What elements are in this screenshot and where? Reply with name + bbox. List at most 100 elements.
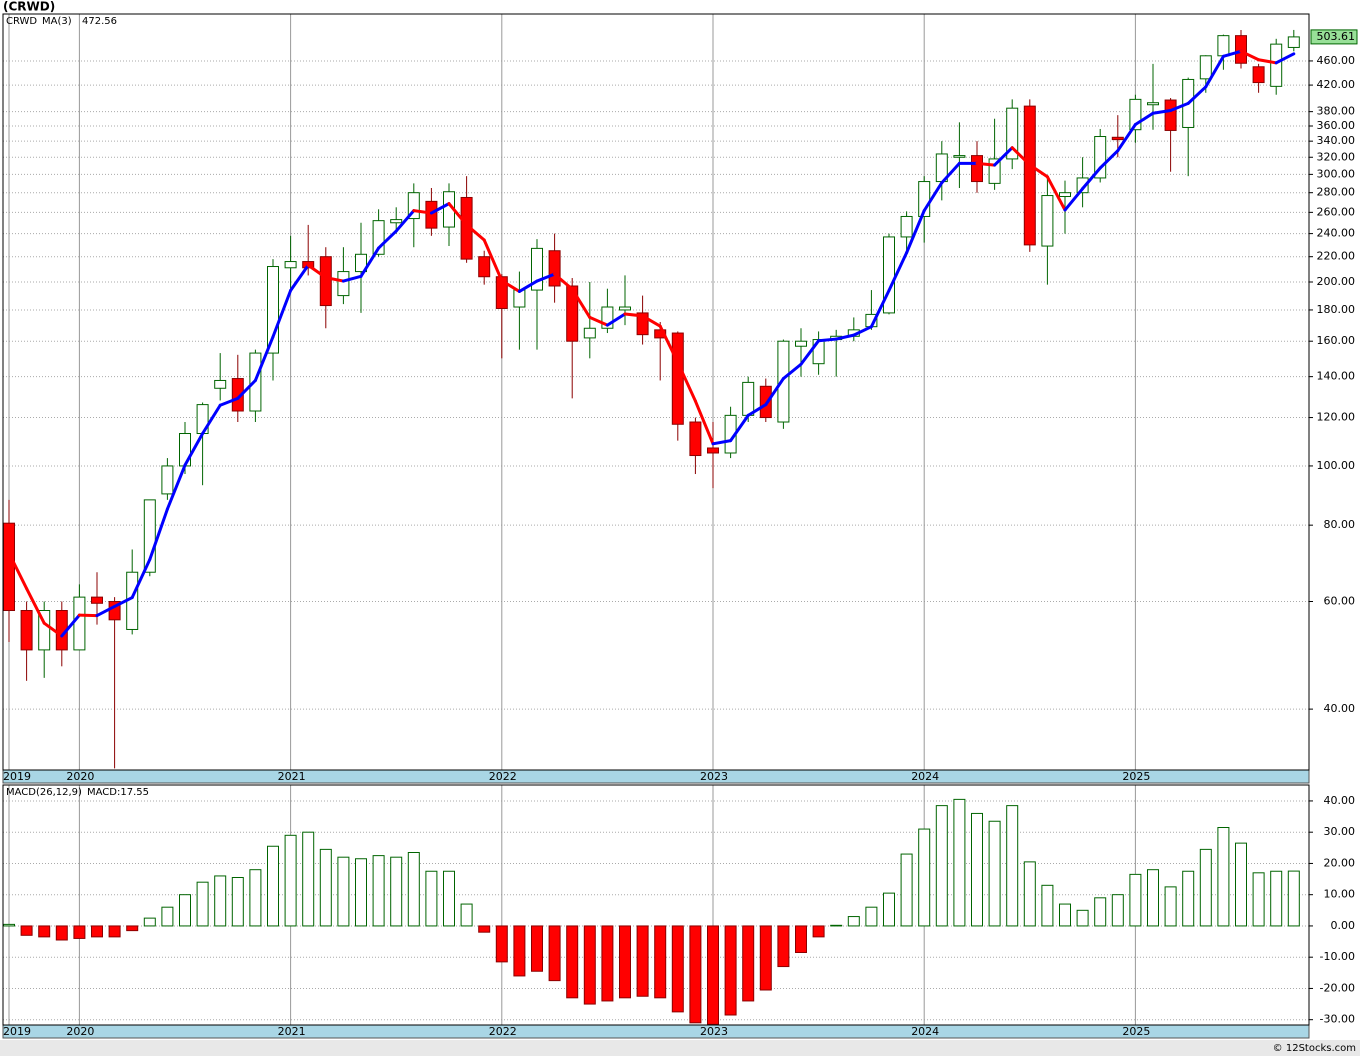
ma-line [289, 263, 310, 292]
ma-line [535, 272, 557, 283]
macd-bar [689, 925, 702, 1024]
macd-bar [1235, 842, 1247, 927]
macd-bar [55, 925, 68, 941]
macd-bar [1164, 886, 1177, 927]
x-tick-label: 2024 [911, 1025, 939, 1038]
candle-body [267, 266, 279, 354]
candle-body [284, 261, 297, 269]
macd-bar [1287, 870, 1300, 927]
ma-line [377, 229, 398, 250]
ma-line [1169, 101, 1190, 112]
candle-body [372, 220, 385, 255]
macd-bar [742, 925, 755, 1002]
ma-line [359, 246, 381, 278]
candle-body [619, 306, 631, 311]
candle-body [583, 327, 596, 339]
y-tick-label: 220.00 [1317, 250, 1356, 263]
x-tick-label: 2020 [66, 1025, 94, 1038]
candle-body [601, 306, 614, 329]
ma-line [1221, 49, 1243, 58]
macd-bar [126, 925, 139, 932]
macd-bar [935, 805, 948, 927]
y-tick-label: 10.00 [1324, 888, 1356, 901]
candle-body [495, 276, 508, 309]
y-tick-label: 300.00 [1317, 167, 1356, 180]
macd-bar [1094, 897, 1107, 927]
candle-body [319, 256, 332, 307]
plot-area [3, 14, 1309, 770]
macd-bar [1252, 872, 1265, 927]
x-tick-label: 2020 [66, 770, 94, 783]
x-tick-label: 2022 [489, 770, 517, 783]
candle-body [1023, 105, 1036, 246]
ma-line [324, 276, 345, 283]
candle-body [1041, 195, 1054, 247]
candle-body [883, 236, 895, 314]
macd-bar [1041, 884, 1054, 927]
plot-border [2, 13, 1310, 771]
footer: © 12Stocks.com [1273, 1043, 1356, 1054]
candle-body [390, 219, 403, 224]
macd-bar [759, 925, 772, 991]
ma-line [1010, 146, 1032, 167]
macd-bar [196, 881, 209, 927]
ma-line [711, 439, 733, 446]
x-tick-label: 2024 [911, 770, 939, 783]
macd-bar [390, 856, 403, 927]
candle-body [1164, 99, 1177, 131]
macd-bar [425, 870, 438, 927]
ma-line [729, 413, 750, 443]
macd-bar [337, 856, 350, 927]
macd-bar [249, 869, 262, 927]
candle-body [3, 522, 15, 612]
x-tick-label: 2023 [700, 770, 728, 783]
ma-line [975, 161, 997, 167]
candle-body [1094, 136, 1107, 179]
price-tag [1310, 29, 1358, 45]
ma-line [1045, 175, 1067, 212]
ma-line [1204, 54, 1225, 89]
macd-bar [1270, 870, 1283, 927]
y-tick-label: 120.00 [1317, 411, 1356, 424]
macd-bar [91, 925, 103, 938]
ma-line [95, 604, 117, 618]
candle-body [91, 596, 103, 604]
macd-bar [319, 848, 332, 927]
ma-line [482, 238, 504, 283]
ma-line [746, 403, 768, 417]
candle-body [636, 312, 649, 336]
ma-line [7, 551, 29, 591]
ma-line [201, 403, 222, 436]
y-tick-label: 180.00 [1317, 303, 1356, 316]
footer-bar [0, 1040, 1360, 1056]
candle-body [671, 332, 684, 425]
macd-bar [601, 925, 614, 1002]
macd-bar [883, 892, 895, 927]
ma-line [113, 596, 134, 608]
candle-body [143, 499, 156, 573]
candle-body [759, 385, 772, 419]
macd-bar [38, 925, 51, 938]
y-tick-label: 460.00 [1317, 54, 1356, 67]
macd-bar [513, 925, 526, 977]
x-tick-label: 2021 [278, 1025, 306, 1038]
candle-body [777, 340, 790, 423]
y-tick-label: 360.00 [1317, 119, 1356, 132]
macd-bar [636, 925, 649, 997]
macd-bar [179, 894, 191, 927]
macd-bar [1217, 827, 1230, 927]
candle-body [988, 158, 1001, 184]
macd-bar [777, 925, 790, 968]
y-tick-label: 80.00 [1324, 518, 1356, 531]
candle-body [1129, 98, 1142, 131]
y-tick-label: 380.00 [1317, 105, 1356, 118]
y-tick-label: 280.00 [1317, 186, 1356, 199]
ma-line [165, 463, 187, 511]
y-tick-label: -10.00 [1320, 950, 1355, 963]
ma-line [693, 399, 715, 446]
ma-line [271, 288, 293, 339]
macd-bar [478, 925, 491, 933]
ma-line [1186, 85, 1208, 105]
macd-bar [971, 812, 983, 927]
y-tick-label: 40.00 [1324, 794, 1356, 807]
